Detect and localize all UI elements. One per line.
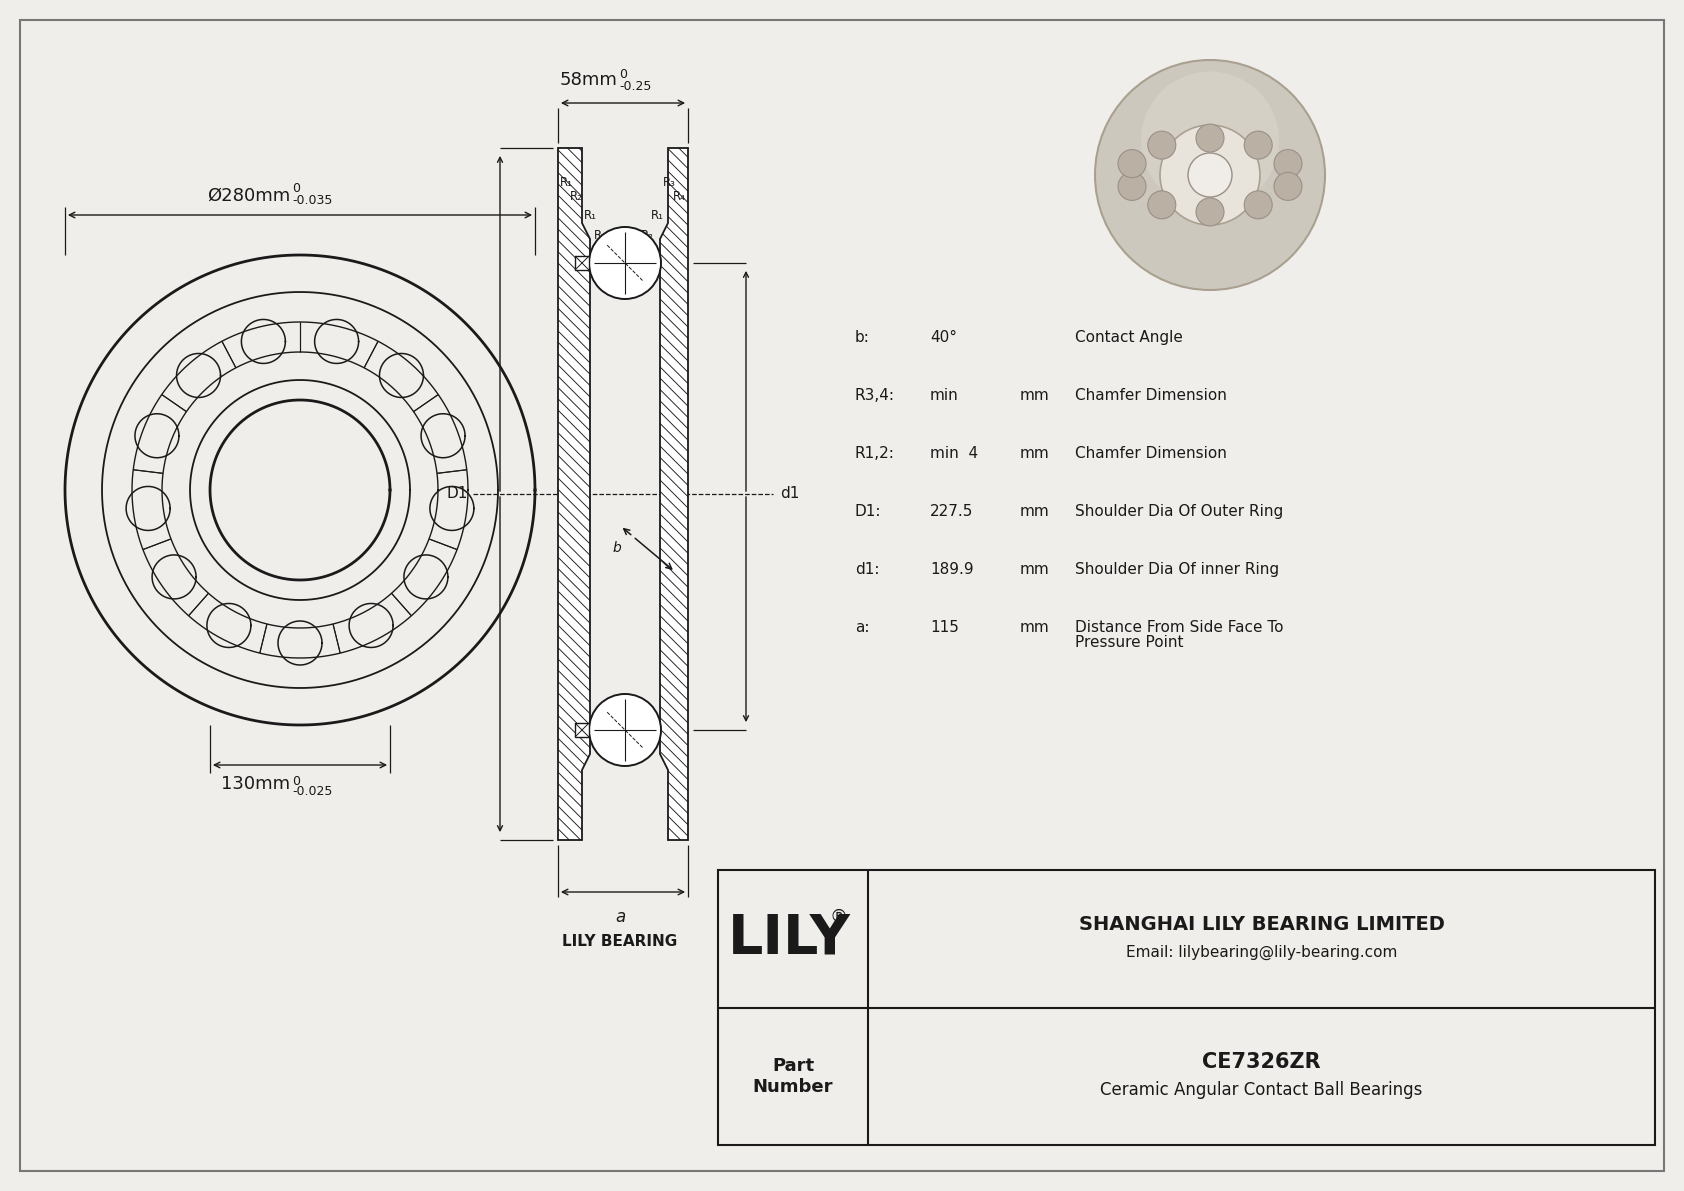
Text: -0.035: -0.035 [291, 194, 332, 207]
Text: -0.25: -0.25 [620, 80, 652, 93]
Text: D1: D1 [446, 486, 468, 501]
Text: Ceramic Angular Contact Ball Bearings: Ceramic Angular Contact Ball Bearings [1100, 1081, 1423, 1099]
Polygon shape [557, 148, 589, 840]
Text: CE7326ZR: CE7326ZR [1202, 1053, 1320, 1072]
Text: a: a [615, 908, 625, 925]
Text: mm: mm [1021, 504, 1049, 519]
Text: Shoulder Dia Of Outer Ring: Shoulder Dia Of Outer Ring [1074, 504, 1283, 519]
Circle shape [1244, 191, 1271, 219]
Text: R₂: R₂ [594, 229, 606, 242]
Text: Pressure Point: Pressure Point [1074, 635, 1184, 650]
Text: mm: mm [1021, 445, 1049, 461]
Text: LILY BEARING: LILY BEARING [562, 934, 677, 949]
Text: mm: mm [1021, 388, 1049, 403]
Text: 189.9: 189.9 [930, 562, 973, 576]
Text: LILY: LILY [727, 912, 850, 966]
Text: R₁: R₁ [652, 208, 663, 222]
Circle shape [1118, 150, 1147, 177]
Text: R₁: R₁ [561, 176, 573, 189]
Text: ®: ® [830, 908, 849, 925]
Text: 130mm: 130mm [221, 775, 290, 793]
Text: R₁: R₁ [584, 208, 598, 222]
Polygon shape [660, 148, 689, 840]
Circle shape [1244, 131, 1271, 160]
Circle shape [1187, 152, 1233, 197]
Text: -0.025: -0.025 [291, 785, 332, 798]
Text: d1:: d1: [855, 562, 879, 576]
Circle shape [1275, 173, 1302, 200]
Text: SHANGHAI LILY BEARING LIMITED: SHANGHAI LILY BEARING LIMITED [1078, 915, 1445, 934]
Text: 58mm: 58mm [559, 71, 616, 89]
Circle shape [1148, 131, 1175, 160]
Text: 0: 0 [291, 775, 300, 788]
Circle shape [1118, 173, 1147, 200]
Circle shape [1148, 191, 1175, 219]
Circle shape [589, 227, 662, 299]
Text: a:: a: [855, 621, 869, 635]
Text: mm: mm [1021, 562, 1049, 576]
Text: Part
Number: Part Number [753, 1056, 834, 1096]
Circle shape [1142, 71, 1280, 210]
Text: Ø280mm: Ø280mm [207, 187, 290, 205]
Text: 227.5: 227.5 [930, 504, 973, 519]
Circle shape [1160, 125, 1260, 225]
Circle shape [1095, 60, 1325, 289]
Text: R₂: R₂ [569, 191, 583, 202]
Text: 0: 0 [620, 68, 626, 81]
Text: D1:: D1: [855, 504, 881, 519]
Text: min: min [930, 388, 958, 403]
Circle shape [1275, 150, 1302, 177]
Text: R₂: R₂ [642, 229, 653, 242]
Text: b: b [613, 542, 621, 555]
Text: R3,4:: R3,4: [855, 388, 894, 403]
Text: Email: lilybearing@lily-bearing.com: Email: lilybearing@lily-bearing.com [1127, 946, 1398, 960]
Text: Chamfer Dimension: Chamfer Dimension [1074, 445, 1228, 461]
Text: Distance From Side Face To: Distance From Side Face To [1074, 621, 1283, 635]
Text: Contact Angle: Contact Angle [1074, 330, 1182, 345]
Circle shape [589, 694, 662, 766]
Text: R1,2:: R1,2: [855, 445, 894, 461]
Text: b:: b: [855, 330, 871, 345]
Text: Shoulder Dia Of inner Ring: Shoulder Dia Of inner Ring [1074, 562, 1280, 576]
Circle shape [1196, 198, 1224, 226]
Text: mm: mm [1021, 621, 1049, 635]
Text: 40°: 40° [930, 330, 957, 345]
Text: R₃: R₃ [663, 176, 675, 189]
Circle shape [1196, 124, 1224, 152]
Text: 115: 115 [930, 621, 958, 635]
Bar [574, 723, 589, 737]
Text: min  4: min 4 [930, 445, 978, 461]
Bar [717, 869, 1655, 1145]
Text: d1: d1 [780, 486, 800, 501]
Text: Chamfer Dimension: Chamfer Dimension [1074, 388, 1228, 403]
Bar [574, 256, 589, 270]
Text: R₄: R₄ [674, 191, 685, 202]
Text: 0: 0 [291, 182, 300, 195]
